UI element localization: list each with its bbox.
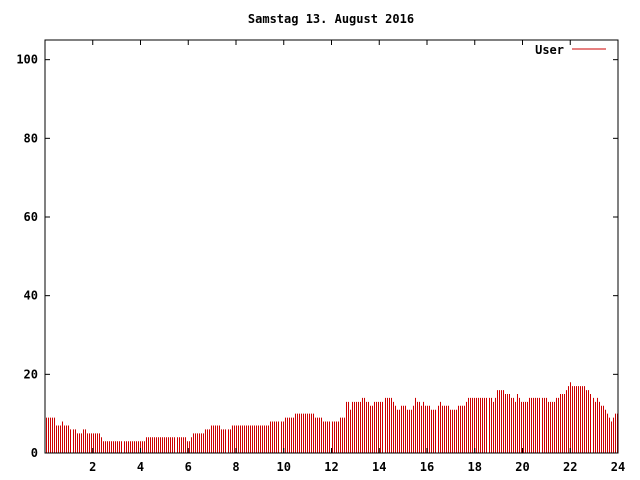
x-tick-label: 10 [277,460,291,474]
y-tick-label: 0 [31,446,38,460]
x-tick-label: 2 [89,460,96,474]
x-tick-label: 4 [137,460,144,474]
legend-label-user: User [535,43,564,57]
y-tick-label: 80 [24,131,38,145]
y-tick-label: 20 [24,367,38,381]
y-tick-label: 60 [24,210,38,224]
y-tick-label: 40 [24,289,38,303]
x-tick-label: 18 [468,460,482,474]
y-axis: 0 20 40 60 80 100 [16,53,618,460]
x-tick-label: 20 [515,460,529,474]
x-tick-label: 22 [563,460,577,474]
legend: User [535,43,606,57]
x-tick-label: 8 [232,460,239,474]
bar-series-user [46,382,618,453]
plot-frame [44,39,619,454]
y-tick-label: 100 [16,53,38,67]
x-tick-label: 12 [324,460,338,474]
x-tick-label: 6 [185,460,192,474]
x-tick-label: 24 [611,460,625,474]
x-tick-label: 16 [420,460,434,474]
x-tick-label: 14 [372,460,386,474]
chart-title: Samstag 13. August 2016 [248,12,414,26]
x-axis: 2 4 6 8 10 12 14 16 18 20 22 24 [89,40,625,474]
